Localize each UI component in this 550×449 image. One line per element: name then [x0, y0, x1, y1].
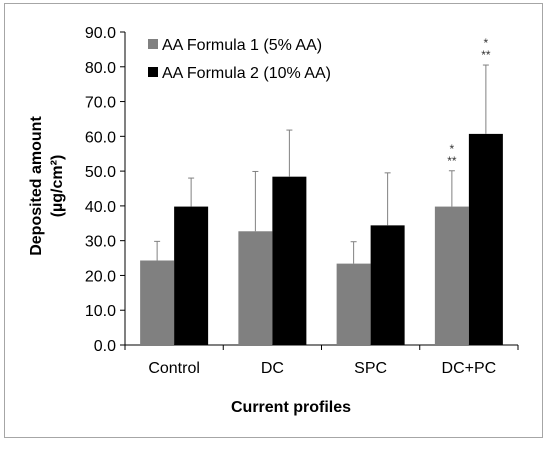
tick-labels-group: 0.0 10.0 20.0 30.0 40.0 50.0 60.0 70.0 80.0 90.0 C… — [85, 25, 496, 377]
significance-marker: ** — [481, 48, 491, 62]
bar-chart: ****** 0.010.020.030.040.050.060.070.080… — [28, 25, 519, 416]
x-tick-label: Control — [148, 360, 200, 377]
y-axis-title-line1: Deposited amount — [28, 116, 45, 256]
legend-swatch-series-2 — [148, 67, 158, 77]
significance-marker: ** — [447, 154, 457, 168]
bar-2-dc — [272, 176, 307, 345]
y-tick-label: 20.0 — [85, 268, 116, 285]
y-tick-label: 80.0 — [85, 60, 116, 77]
legend-label-series-1: AA Formula 1 (5% AA) — [162, 37, 322, 54]
legend-label-series-2: AA Formula 2 (10% AA) — [162, 65, 331, 82]
y-tick-label: 40.0 — [85, 199, 116, 216]
y-tick-label: 60.0 — [85, 129, 116, 146]
y-tick-label: 90.0 — [85, 25, 116, 42]
bar-1-dc-pc — [434, 206, 469, 345]
y-axis-title-line2: (µg/cm²) — [49, 155, 66, 218]
bar-1-spc — [336, 263, 371, 345]
x-tick-label: DC+PC — [442, 360, 497, 377]
y-tick-label: 70.0 — [85, 95, 116, 112]
legend-swatch-series-1 — [148, 39, 158, 49]
significance-marker: * — [450, 142, 455, 156]
x-axis-title: Current profiles — [231, 399, 351, 416]
bar-2-dc-pc — [468, 133, 503, 345]
significance-marker: * — [484, 36, 489, 50]
annotations-group: ****** — [447, 36, 491, 168]
y-tick-label: 10.0 — [85, 303, 116, 320]
bar-1-dc — [238, 231, 273, 345]
legend: AA Formula 1 (5% AA) AA Formula 2 (10% A… — [148, 37, 331, 82]
x-tick-label: DC — [261, 360, 284, 377]
y-axis-title-group: Deposited amount (µg/cm²) — [28, 116, 66, 256]
chart-frame: * ** * ** 0.0 10.0 20.0 30.0 40.0 50.0 60.0 70.0 80… — [4, 3, 543, 438]
bar-2-control — [174, 206, 209, 345]
bar-2-spc — [370, 225, 405, 345]
bars-group — [140, 133, 503, 345]
y-tick-label: 0.0 — [94, 338, 116, 355]
x-tick-label: SPC — [354, 360, 387, 377]
bar-1-control — [140, 260, 175, 345]
error-bars-group — [154, 64, 489, 264]
y-tick-label: 50.0 — [85, 164, 116, 181]
y-tick-label: 30.0 — [85, 234, 116, 251]
